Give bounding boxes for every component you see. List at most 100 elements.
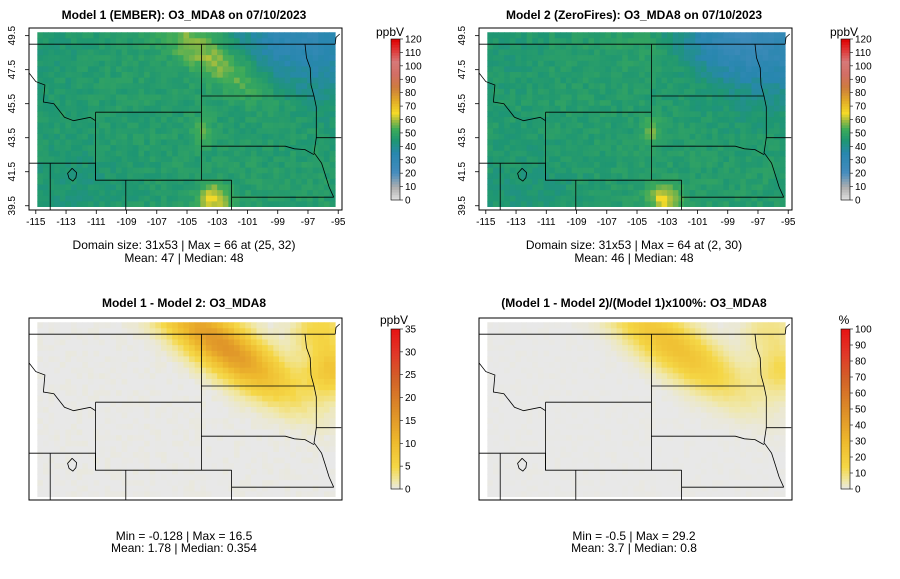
heatmap-cell <box>323 88 330 95</box>
heatmap-cell <box>504 200 511 207</box>
colorbar-tick-label: 110 <box>405 48 421 59</box>
heatmap-cell <box>323 105 330 112</box>
heatmap-cell <box>526 167 533 174</box>
heatmap-cell <box>93 161 100 168</box>
heatmap-cell <box>99 339 106 346</box>
heatmap-cell <box>639 32 646 39</box>
heatmap-cell <box>256 161 263 168</box>
heatmap-cell <box>745 49 752 56</box>
heatmap-cell <box>492 54 499 61</box>
heatmap-cell <box>768 88 775 95</box>
heatmap-cell <box>532 184 539 191</box>
heatmap-cell <box>65 485 72 492</box>
heatmap-cell <box>307 116 314 123</box>
heatmap-cell <box>166 479 173 486</box>
heatmap-cell <box>312 54 319 61</box>
heatmap-cell <box>239 327 246 334</box>
heatmap-cell <box>71 144 78 151</box>
heatmap-cell <box>76 139 83 146</box>
heatmap-cell <box>312 66 319 73</box>
heatmap-cell <box>189 344 196 351</box>
colorbar-tick-label: 40 <box>405 142 417 153</box>
heatmap-cell <box>99 457 106 464</box>
heatmap-cell <box>37 71 44 78</box>
heatmap-cell <box>87 172 94 179</box>
heatmap-cell <box>661 60 668 67</box>
heatmap-cell <box>116 395 123 402</box>
heatmap-cell <box>582 200 589 207</box>
heatmap-cell <box>200 485 207 492</box>
heatmap-cell <box>234 88 241 95</box>
heatmap-cell <box>71 462 78 469</box>
heatmap-cell <box>740 133 747 140</box>
heatmap-cell <box>678 155 685 162</box>
heatmap-cell <box>667 139 674 146</box>
heatmap-cell <box>290 178 297 185</box>
heatmap-cell <box>82 127 89 134</box>
heatmap-cell <box>48 440 55 447</box>
heatmap-cell <box>155 60 162 67</box>
heatmap-cell <box>245 333 252 340</box>
heatmap-cell <box>273 322 280 329</box>
heatmap-cell <box>194 395 201 402</box>
heatmap-cell <box>239 372 246 379</box>
y-tick-label: 43.5 <box>7 128 18 148</box>
heatmap-cell <box>217 400 224 408</box>
heatmap-cell <box>712 105 719 112</box>
heatmap-cell <box>684 43 691 50</box>
heatmap-cell <box>239 77 246 84</box>
heatmap-cell <box>273 395 280 402</box>
heatmap-cell <box>71 200 78 207</box>
heatmap-cell <box>521 178 528 185</box>
heatmap-cell <box>155 361 162 368</box>
heatmap-cell <box>65 395 72 402</box>
heatmap-cell <box>594 195 601 202</box>
heatmap-cell <box>498 94 505 101</box>
heatmap-cell <box>633 71 640 78</box>
heatmap-cell <box>160 400 167 408</box>
heatmap-cell <box>543 49 550 56</box>
heatmap-cell <box>250 468 257 475</box>
heatmap-cell <box>700 105 707 112</box>
heatmap-cell <box>160 49 167 56</box>
heatmap-cell <box>504 60 511 67</box>
heatmap-cell <box>59 440 66 447</box>
heatmap-cell <box>144 333 151 340</box>
heatmap-cell <box>307 139 314 146</box>
heatmap-cell <box>323 66 330 73</box>
heatmap-cell <box>160 32 167 39</box>
heatmap-cell <box>672 116 679 123</box>
heatmap-cell <box>594 88 601 95</box>
heatmap-cell <box>740 110 747 118</box>
heatmap-cell <box>205 322 212 329</box>
heatmap-cell <box>667 110 674 118</box>
heatmap-cell <box>278 474 286 481</box>
heatmap-cell <box>678 82 685 89</box>
heatmap-cell <box>99 105 106 112</box>
heatmap-cell <box>183 32 190 39</box>
heatmap-cell <box>526 144 533 151</box>
heatmap-cell <box>116 150 123 157</box>
heatmap-cell <box>116 37 123 44</box>
heatmap-cell <box>644 127 651 134</box>
heatmap-cell <box>712 60 719 67</box>
heatmap-cell <box>509 99 516 106</box>
heatmap-cell <box>93 37 100 44</box>
heatmap-cell <box>189 434 196 441</box>
heatmap-cell <box>262 144 269 151</box>
heatmap-cell <box>605 54 612 61</box>
heatmap-cell <box>155 327 162 334</box>
heatmap-cell <box>689 184 696 191</box>
heatmap-cell <box>189 60 196 67</box>
heatmap-cell <box>160 195 167 202</box>
heatmap-cell <box>610 37 617 44</box>
heatmap-cell <box>717 133 724 140</box>
heatmap-cell <box>65 66 72 73</box>
heatmap-cell <box>571 110 578 118</box>
heatmap-cell <box>217 110 224 118</box>
heatmap-cell <box>526 105 533 112</box>
heatmap-cell <box>211 49 218 56</box>
heatmap-cell <box>610 110 617 118</box>
heatmap-cell <box>667 155 674 162</box>
heatmap-cell <box>655 200 662 207</box>
